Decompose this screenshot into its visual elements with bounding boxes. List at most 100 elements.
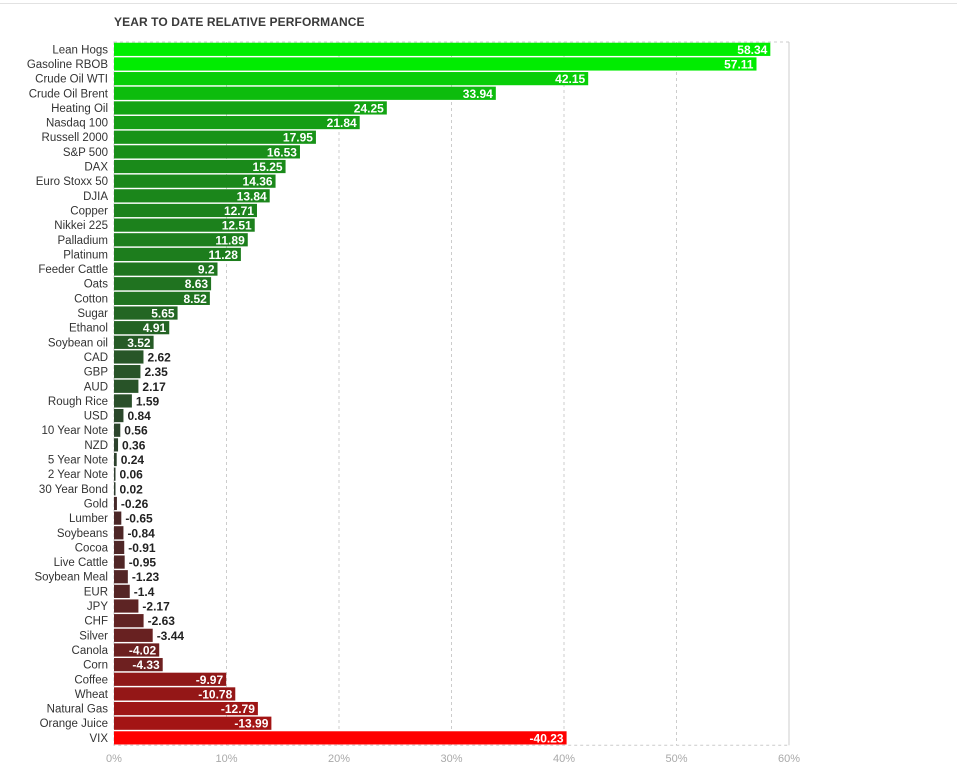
bar[interactable] <box>114 716 272 730</box>
bar[interactable] <box>114 511 122 525</box>
bar[interactable] <box>114 423 121 437</box>
bar[interactable] <box>114 203 257 218</box>
category-label: 5 Year Note <box>48 455 108 467</box>
category-label: Nasdaq 100 <box>46 118 108 130</box>
bar-value-label: -9.97 <box>196 673 224 687</box>
bar[interactable] <box>114 628 153 642</box>
bar[interactable] <box>114 394 132 408</box>
bar[interactable] <box>114 526 124 540</box>
bar[interactable] <box>114 321 170 335</box>
bar[interactable] <box>114 643 160 657</box>
bar[interactable] <box>114 379 139 393</box>
bar[interactable] <box>114 233 248 247</box>
category-label: Natural Gas <box>47 704 109 716</box>
category-label: Heating Oil <box>51 103 108 115</box>
bar-value-label: 11.89 <box>215 233 245 247</box>
label-layer: Lean Hogs 58.34 Gasoline RBOB 57.11 Crude Oi… <box>27 43 768 746</box>
bar[interactable] <box>114 189 270 203</box>
category-label: AUD <box>84 381 108 393</box>
bar[interactable] <box>114 159 286 174</box>
bar-value-label: -4.33 <box>132 658 160 672</box>
bar[interactable] <box>114 57 757 71</box>
bar-value-label: 2.62 <box>147 350 171 364</box>
bar-value-label: -1.23 <box>132 570 160 584</box>
bar[interactable] <box>114 145 300 159</box>
bar[interactable] <box>114 687 236 701</box>
bar[interactable] <box>114 555 125 569</box>
bar[interactable] <box>114 614 144 628</box>
bar[interactable] <box>114 731 567 745</box>
bar[interactable] <box>114 86 496 100</box>
bar[interactable] <box>114 42 771 56</box>
category-label: Euro Stoxx 50 <box>36 176 108 188</box>
category-label: Cotton <box>74 293 108 305</box>
bar[interactable] <box>114 584 130 598</box>
bar[interactable] <box>114 277 212 291</box>
bar[interactable] <box>114 540 125 555</box>
bar[interactable] <box>114 701 258 716</box>
bar-value-label: 8.52 <box>183 292 207 306</box>
x-axis: 0% 10% 20% 30% 40% 50% 60% <box>106 753 800 765</box>
category-label: Gold <box>84 498 108 510</box>
category-label: Silver <box>79 630 108 642</box>
bar[interactable] <box>114 496 117 511</box>
bar[interactable] <box>114 247 241 262</box>
category-label: Rough Rice <box>48 396 108 408</box>
category-label: USD <box>84 411 108 423</box>
x-tick-label: 30% <box>440 753 462 765</box>
bar-value-label: -1.4 <box>134 585 155 599</box>
bar-value-label: 33.94 <box>463 87 493 101</box>
bar[interactable] <box>114 218 255 232</box>
category-label: Canola <box>72 645 109 657</box>
bar[interactable] <box>114 570 128 584</box>
bar[interactable] <box>114 365 141 379</box>
bar[interactable] <box>114 130 316 144</box>
chart-title: YEAR TO DATE RELATIVE PERFORMANCE <box>114 15 365 29</box>
bar-value-label: 0.02 <box>120 482 144 496</box>
category-label: CHF <box>84 616 108 628</box>
bar-value-label: 16.53 <box>267 145 297 159</box>
bar[interactable] <box>114 101 387 115</box>
bar[interactable] <box>114 72 589 86</box>
bar-value-label: 4.91 <box>143 321 167 335</box>
category-label: Palladium <box>58 235 109 247</box>
bar[interactable] <box>114 408 124 423</box>
bar-value-label: -2.17 <box>142 600 170 614</box>
category-label: Soybean oil <box>48 337 108 349</box>
bar[interactable] <box>114 672 227 686</box>
bar[interactable] <box>114 174 276 188</box>
category-label: Feeder Cattle <box>38 264 108 276</box>
bar[interactable] <box>114 350 144 364</box>
category-label: Copper <box>70 205 108 217</box>
category-label: Sugar <box>77 308 108 320</box>
bar[interactable] <box>114 467 116 481</box>
category-label: Live Cattle <box>54 557 108 569</box>
bar[interactable] <box>114 262 218 276</box>
bar[interactable] <box>114 658 163 672</box>
bar[interactable] <box>114 599 139 613</box>
bar[interactable] <box>114 115 360 130</box>
bar-value-label: -0.84 <box>127 526 155 540</box>
bar-value-label: 0.36 <box>122 438 146 452</box>
category-label: Cocoa <box>75 542 109 554</box>
bar-value-label: 0.84 <box>127 409 151 423</box>
grid-layer <box>113 41 790 746</box>
category-label: Soybeans <box>57 528 108 540</box>
category-label: EUR <box>84 586 108 598</box>
bar[interactable] <box>114 482 116 496</box>
category-label: Oats <box>84 279 109 291</box>
category-label: Ethanol <box>69 323 108 335</box>
bar[interactable] <box>114 452 117 467</box>
bar[interactable] <box>114 335 154 349</box>
bar-value-label: 2.17 <box>142 380 166 394</box>
bar[interactable] <box>114 438 119 452</box>
bar[interactable] <box>114 306 178 320</box>
category-label: Soybean Meal <box>34 572 108 584</box>
category-label: 10 Year Note <box>41 425 108 437</box>
category-label: CAD <box>84 352 108 364</box>
bar[interactable] <box>114 291 210 305</box>
category-label: JPY <box>87 601 108 613</box>
category-label: Orange Juice <box>40 718 108 730</box>
bar-value-label: 9.2 <box>198 263 215 277</box>
